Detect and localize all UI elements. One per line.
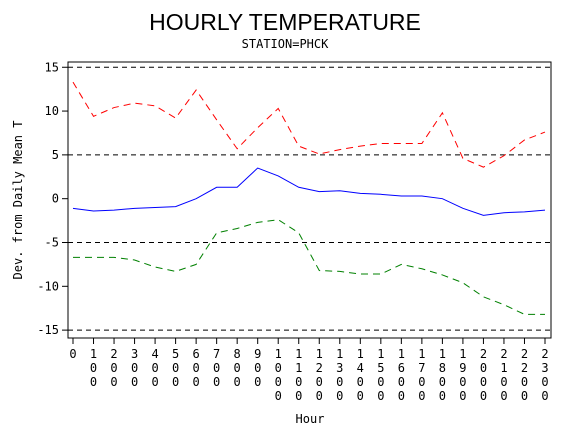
y-tick-label: 15 bbox=[45, 60, 59, 74]
y-tick-label: -10 bbox=[37, 279, 59, 293]
y-tick-label: -15 bbox=[37, 323, 59, 337]
y-tick-label: 0 bbox=[52, 192, 59, 206]
y-tick-label: 5 bbox=[52, 148, 59, 162]
series-line bbox=[72, 167, 546, 216]
x-tick-label: 0 bbox=[69, 347, 76, 361]
chart-subtitle: STATION=PHCK bbox=[242, 37, 329, 51]
chart-title: HOURLY TEMPERATURE bbox=[149, 9, 421, 35]
series-line bbox=[72, 81, 546, 168]
y-tick-label: 10 bbox=[45, 104, 59, 118]
y-tick-label: -5 bbox=[45, 235, 59, 249]
x-axis-label: Hour bbox=[296, 412, 325, 426]
plot-frame bbox=[67, 61, 552, 339]
series-line bbox=[73, 219, 545, 315]
y-axis-label: Dev. from Daily Mean T bbox=[11, 121, 25, 280]
